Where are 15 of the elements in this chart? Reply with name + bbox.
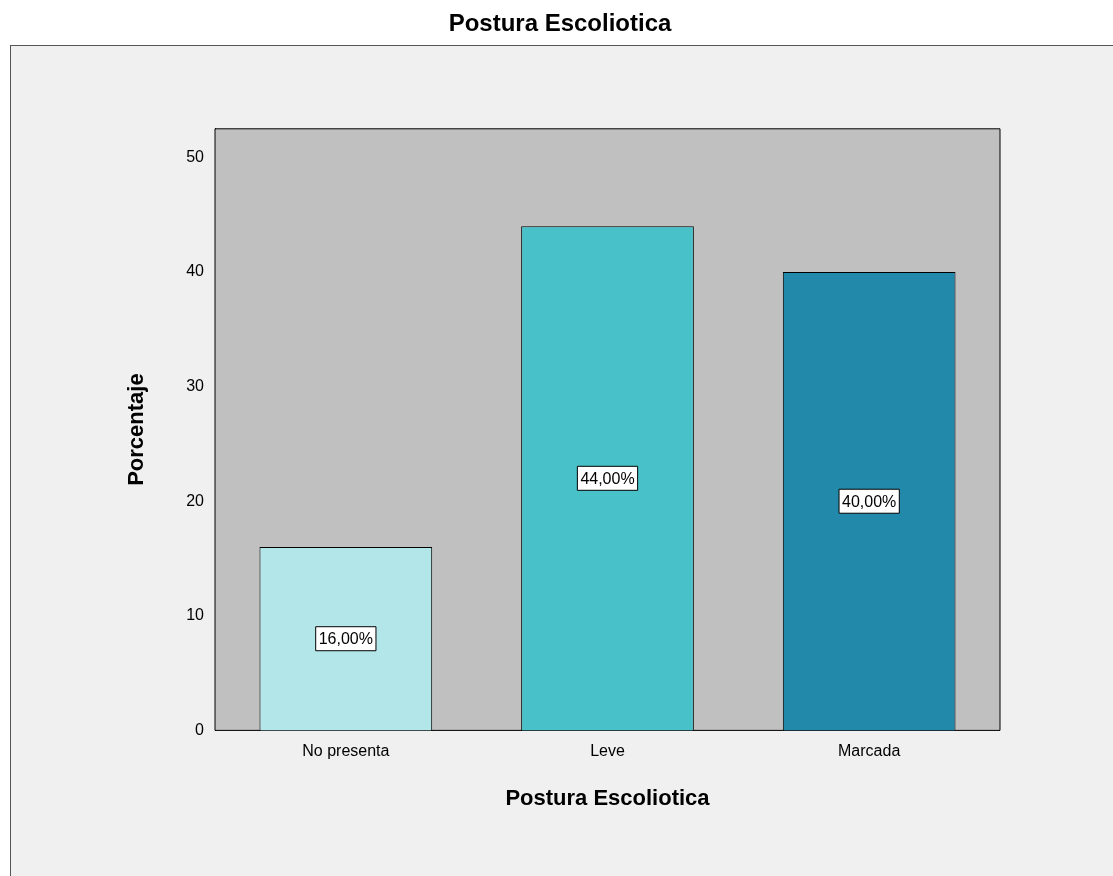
data-label: 44,00% (580, 469, 635, 487)
x-tick-label: Marcada (838, 742, 901, 760)
x-axis-title: Postura Escoliotica (505, 784, 711, 810)
data-label: 16,00% (318, 630, 373, 648)
y-tick-label: 50 (186, 147, 205, 165)
y-axis-title: Porcentaje (123, 373, 149, 486)
chart-title: Postura Escoliotica (448, 9, 673, 37)
y-tick-label: 40 (186, 262, 205, 280)
y-tick-label: 30 (186, 377, 205, 395)
x-tick-label: Leve (590, 742, 625, 760)
data-label: 40,00% (842, 492, 897, 510)
y-tick-label: 0 (195, 720, 205, 738)
x-tick-label: No presenta (302, 742, 390, 760)
y-tick-label: 10 (186, 606, 205, 624)
y-tick-label: 20 (186, 491, 205, 509)
